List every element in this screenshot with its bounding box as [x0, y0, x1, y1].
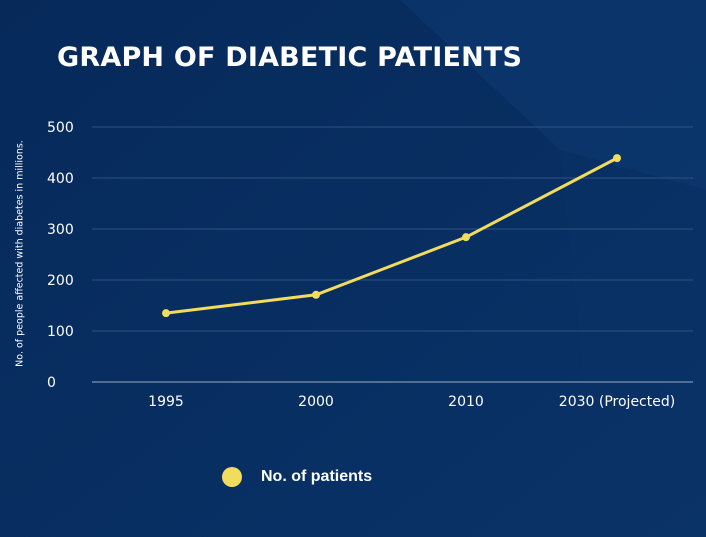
- data-point: [613, 154, 621, 163]
- y-tick-label: 300: [47, 222, 74, 238]
- y-tick-label: 200: [47, 273, 74, 289]
- x-tick-label: 2000: [298, 394, 334, 410]
- x-tick-label: 1995: [148, 394, 184, 410]
- y-tick-label: 400: [47, 171, 74, 187]
- data-point: [312, 290, 320, 299]
- chart-title: GRAPH OF DIABETIC PATIENTS: [57, 42, 523, 73]
- y-tick-label: 0: [47, 375, 56, 391]
- legend: No. of patients: [222, 466, 372, 488]
- y-tick-label: 500: [47, 120, 74, 136]
- y-tick-label: 100: [47, 324, 74, 340]
- legend-label: No. of patients: [261, 468, 373, 485]
- data-point: [162, 309, 170, 318]
- series-line: [164, 156, 619, 315]
- x-tick-label: 2010: [448, 394, 484, 410]
- data-point: [462, 233, 470, 242]
- x-tick-label: 2030 (Projected): [559, 394, 675, 410]
- legend-marker-icon: [222, 467, 242, 487]
